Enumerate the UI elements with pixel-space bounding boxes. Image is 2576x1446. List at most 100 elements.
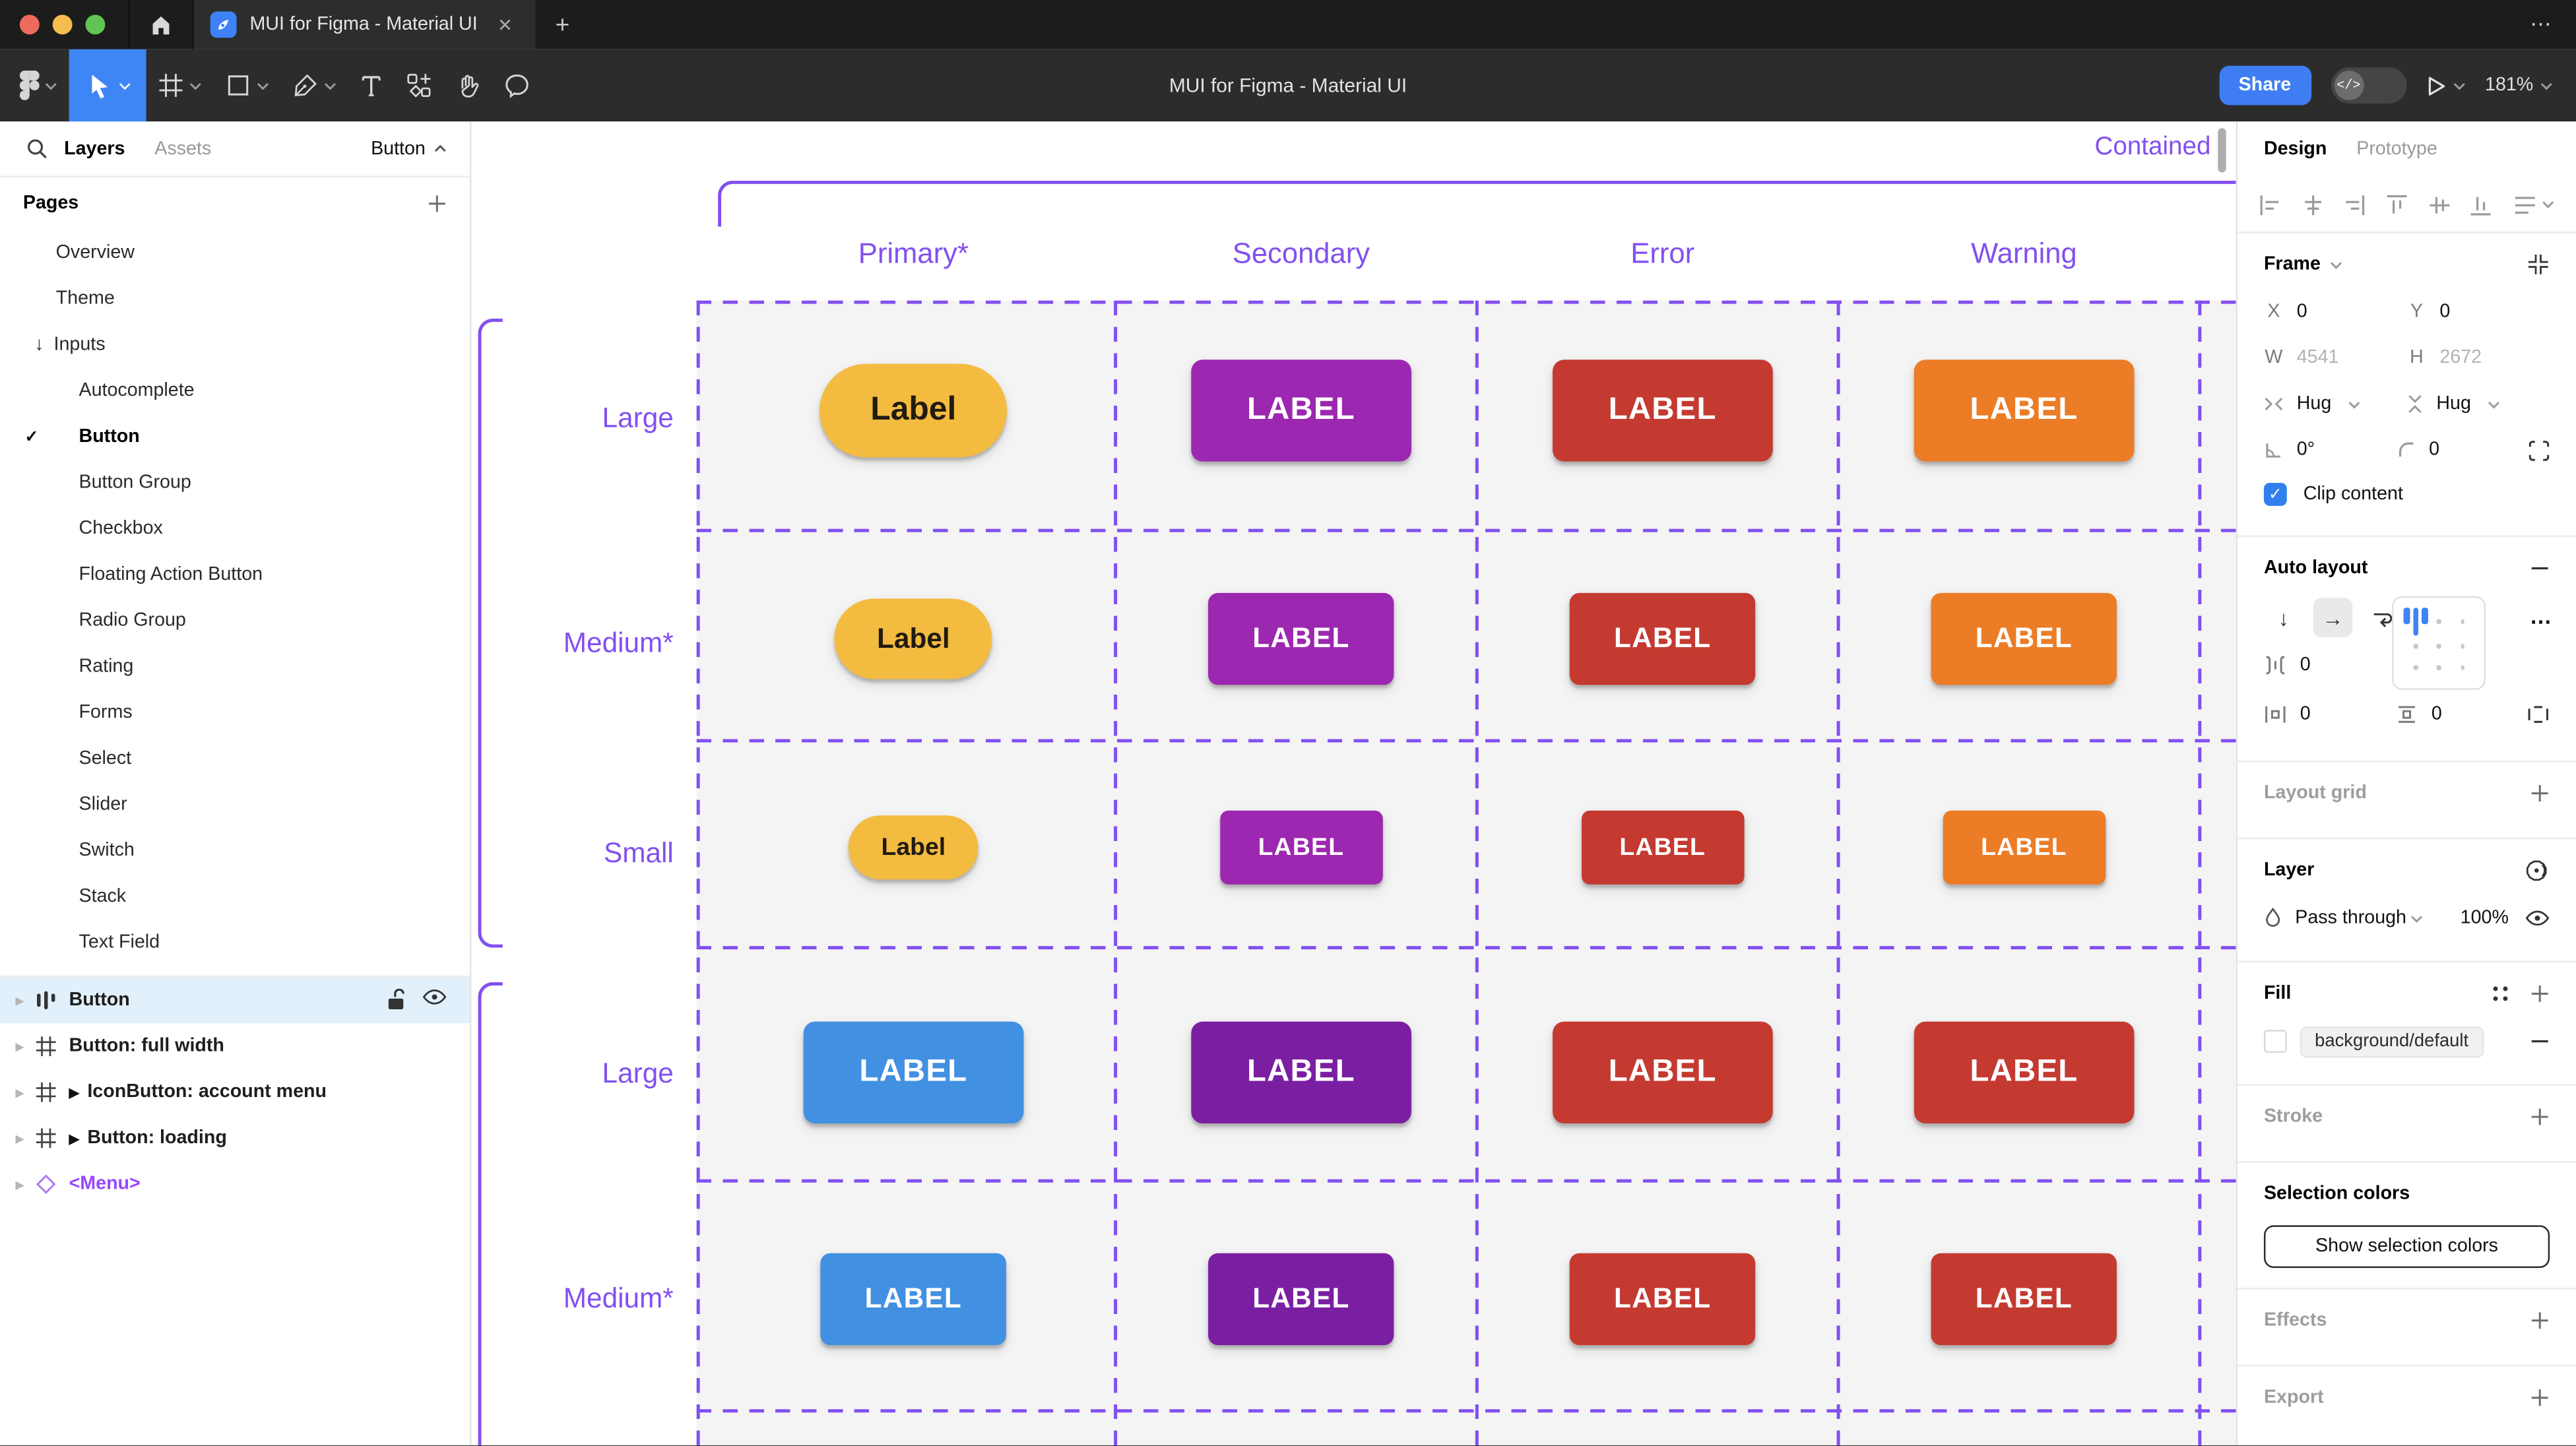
sidebar-page-item[interactable]: Select [0, 736, 470, 782]
tab-layers[interactable]: Layers [64, 139, 125, 159]
unlock-icon[interactable] [386, 988, 406, 1012]
expand-caret-icon[interactable]: ▶ [15, 1132, 24, 1145]
frame-tool-button[interactable] [146, 49, 214, 122]
expand-caret-icon[interactable]: ▶ [15, 994, 24, 1007]
blend-mode-icon[interactable] [2525, 859, 2550, 882]
minimize-window-button[interactable] [52, 15, 73, 35]
canvas-button[interactable]: LABEL [1208, 1253, 1394, 1346]
layout-vertical-button[interactable]: ↓ [2278, 605, 2289, 630]
align-right-icon[interactable] [2343, 193, 2366, 216]
canvas-button[interactable]: LABEL [1208, 592, 1394, 685]
frame-type-menu[interactable]: Frame [2264, 255, 2342, 274]
sidebar-page-item[interactable]: Stack [0, 874, 470, 920]
resources-tool-button[interactable] [395, 49, 444, 122]
new-tab-button[interactable]: + [555, 11, 570, 39]
canvas-button[interactable]: LABEL [1914, 1021, 2135, 1124]
add-layout-grid-button[interactable] [2530, 784, 2550, 803]
sidebar-page-item[interactable]: Checkbox [0, 506, 470, 552]
rotation-field[interactable]: 0° [2264, 440, 2396, 460]
remove-auto-layout-button[interactable] [2530, 559, 2550, 579]
auto-layout-more-button[interactable]: ⋯ [2530, 609, 2554, 635]
sidebar-page-item[interactable]: ✓ Button [0, 414, 470, 460]
clip-content-row[interactable]: ✓ Clip content [2263, 473, 2550, 516]
independent-padding-icon[interactable] [2527, 705, 2550, 724]
comment-tool-button[interactable] [493, 49, 542, 122]
sidebar-page-item[interactable]: Switch [0, 828, 470, 874]
close-window-button[interactable] [19, 15, 40, 35]
sidebar-page-item[interactable]: Rating [0, 644, 470, 690]
dev-mode-toggle[interactable]: </> [2330, 67, 2406, 104]
sidebar-page-item[interactable]: ↓ Inputs [0, 322, 470, 368]
zoom-menu[interactable]: 181% [2485, 76, 2553, 95]
sidebar-page-item[interactable]: Radio Group [0, 598, 470, 644]
horizontal-padding-field[interactable]: 0 [2264, 705, 2395, 724]
text-tool-button[interactable] [348, 49, 395, 122]
canvas-button[interactable]: LABEL [1220, 810, 1382, 885]
canvas-button[interactable]: LABEL [1191, 1021, 1411, 1124]
gap-field[interactable]: 0 [2264, 643, 2422, 689]
home-button[interactable] [128, 0, 194, 49]
canvas-button[interactable]: LABEL [1931, 592, 2117, 685]
canvas-button[interactable]: LABEL [803, 1021, 1023, 1124]
layer-row[interactable]: ▶ ▶ IconButton: account menu [0, 1069, 470, 1116]
height-field[interactable]: H 2672 [2407, 348, 2550, 368]
styles-icon[interactable] [2491, 984, 2511, 1003]
tab-design[interactable]: Design [2263, 139, 2327, 160]
remove-fill-button[interactable] [2530, 1032, 2550, 1052]
canvas-button[interactable]: LABEL [1569, 1253, 1756, 1346]
canvas-button[interactable]: LABEL [1931, 1253, 2117, 1346]
align-vertical-center-icon[interactable] [2428, 193, 2451, 216]
align-horizontal-center-icon[interactable] [2301, 193, 2324, 216]
expand-caret-icon[interactable]: ▶ [15, 1178, 24, 1191]
zoom-window-button[interactable] [85, 15, 106, 35]
layer-row[interactable]: ▶ ▶ Button: loading [0, 1116, 470, 1162]
fill-style-chip[interactable]: background/default [2300, 1025, 2484, 1057]
page-selector[interactable]: Button [371, 139, 447, 158]
horizontal-sizing-menu[interactable]: Hug [2264, 394, 2407, 414]
expand-caret-icon[interactable]: ▶ [15, 1086, 24, 1098]
vertical-padding-field[interactable]: 0 [2395, 705, 2527, 724]
canvas[interactable]: Contained Primary* Secondary Error Warning La… [471, 121, 2236, 1446]
blend-mode-value[interactable]: Pass through [2295, 908, 2406, 928]
align-bottom-icon[interactable] [2470, 193, 2493, 216]
canvas-button[interactable]: LABEL [1553, 1021, 1773, 1124]
layout-wrap-button[interactable] [2362, 598, 2402, 637]
sidebar-page-item[interactable]: Text Field [0, 920, 470, 966]
add-page-button[interactable] [427, 194, 447, 214]
hand-tool-button[interactable] [443, 49, 493, 122]
corner-radius-field[interactable]: 0 [2396, 440, 2528, 460]
add-export-button[interactable] [2530, 1388, 2550, 1408]
alignment-widget[interactable] [2392, 596, 2486, 690]
canvas-button[interactable]: LABEL [1569, 592, 1756, 685]
canvas-scrollbar-thumb[interactable] [2218, 128, 2226, 173]
share-button[interactable]: Share [2218, 65, 2311, 106]
fill-color-swatch[interactable] [2263, 1030, 2287, 1053]
file-tab[interactable]: MUI for Figma - Material UI ✕ [193, 0, 536, 49]
sidebar-page-item[interactable]: Theme [0, 276, 470, 322]
show-selection-colors-button[interactable]: Show selection colors [2263, 1225, 2550, 1269]
canvas-button[interactable]: LABEL [1191, 360, 1411, 462]
search-icon[interactable] [26, 138, 48, 159]
canvas-button[interactable]: LABEL [1914, 360, 2135, 462]
main-menu-button[interactable] [0, 49, 69, 122]
sidebar-page-item[interactable]: Autocomplete [0, 368, 470, 414]
close-tab-button[interactable]: ✕ [497, 15, 513, 36]
sidebar-page-item[interactable]: Forms [0, 690, 470, 736]
shape-tool-button[interactable] [214, 49, 281, 122]
clip-content-checkbox[interactable]: ✓ [2263, 483, 2287, 506]
align-left-icon[interactable] [2259, 193, 2282, 216]
add-effect-button[interactable] [2530, 1311, 2550, 1331]
sidebar-page-item[interactable]: Slider [0, 782, 470, 828]
align-top-icon[interactable] [2385, 193, 2408, 216]
canvas-button[interactable]: LABEL [1582, 810, 1744, 885]
canvas-button[interactable]: Label [848, 815, 979, 880]
layout-horizontal-button[interactable]: → [2313, 598, 2353, 638]
sidebar-page-item[interactable]: Overview [0, 230, 470, 276]
add-stroke-button[interactable] [2530, 1107, 2550, 1127]
canvas-button[interactable]: LABEL [1553, 360, 1773, 462]
opacity-value[interactable]: 100% [2460, 908, 2509, 928]
canvas-button[interactable]: Label [820, 363, 1008, 458]
canvas-button[interactable]: Label [834, 598, 993, 679]
